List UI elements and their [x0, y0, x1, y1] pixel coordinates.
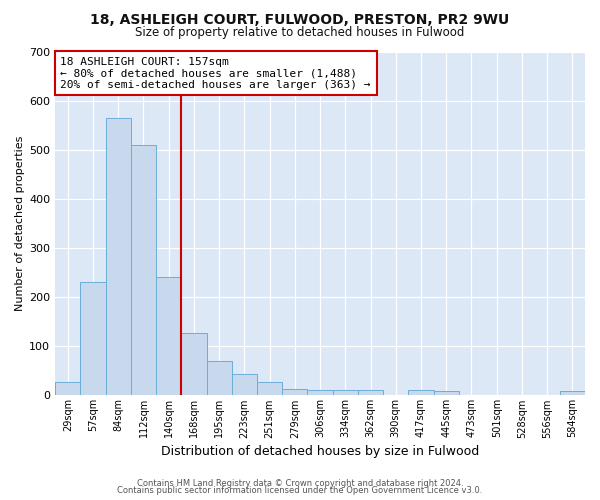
- Bar: [409, 390, 434, 396]
- Bar: [257, 382, 282, 396]
- X-axis label: Distribution of detached houses by size in Fulwood: Distribution of detached houses by size …: [161, 444, 479, 458]
- Bar: [106, 118, 131, 396]
- Text: 18, ASHLEIGH COURT, FULWOOD, PRESTON, PR2 9WU: 18, ASHLEIGH COURT, FULWOOD, PRESTON, PR…: [91, 12, 509, 26]
- Text: Contains HM Land Registry data © Crown copyright and database right 2024.: Contains HM Land Registry data © Crown c…: [137, 478, 463, 488]
- Bar: [282, 388, 307, 396]
- Bar: [181, 332, 206, 396]
- Bar: [232, 374, 257, 396]
- Bar: [55, 382, 80, 396]
- Bar: [156, 276, 181, 396]
- Bar: [80, 282, 106, 396]
- Bar: [131, 145, 156, 396]
- Bar: [332, 390, 358, 396]
- Bar: [307, 390, 332, 396]
- Bar: [560, 392, 585, 396]
- Text: Size of property relative to detached houses in Fulwood: Size of property relative to detached ho…: [136, 26, 464, 39]
- Bar: [434, 392, 459, 396]
- Y-axis label: Number of detached properties: Number of detached properties: [15, 136, 25, 311]
- Text: 18 ASHLEIGH COURT: 157sqm
← 80% of detached houses are smaller (1,488)
20% of se: 18 ASHLEIGH COURT: 157sqm ← 80% of detac…: [61, 56, 371, 90]
- Bar: [358, 390, 383, 396]
- Text: Contains public sector information licensed under the Open Government Licence v3: Contains public sector information licen…: [118, 486, 482, 495]
- Bar: [206, 361, 232, 396]
